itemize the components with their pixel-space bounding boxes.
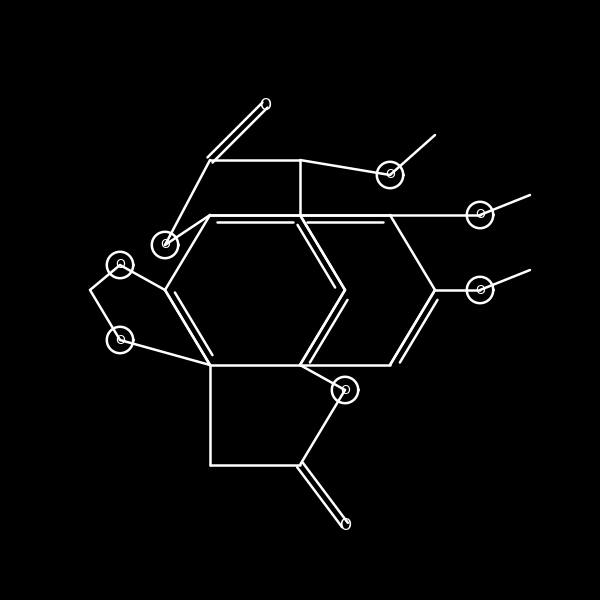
Polygon shape — [467, 277, 493, 303]
Text: O: O — [339, 517, 351, 533]
Text: O: O — [259, 97, 271, 113]
Polygon shape — [332, 377, 358, 403]
Text: O: O — [385, 169, 395, 181]
Polygon shape — [377, 162, 403, 188]
Text: O: O — [115, 334, 125, 346]
Polygon shape — [152, 232, 178, 258]
Text: O: O — [475, 208, 485, 221]
Polygon shape — [107, 327, 133, 353]
Text: O: O — [340, 383, 350, 397]
Polygon shape — [107, 252, 133, 278]
Text: O: O — [160, 238, 170, 251]
Text: O: O — [475, 283, 485, 296]
Polygon shape — [467, 202, 493, 228]
Text: O: O — [115, 259, 125, 271]
